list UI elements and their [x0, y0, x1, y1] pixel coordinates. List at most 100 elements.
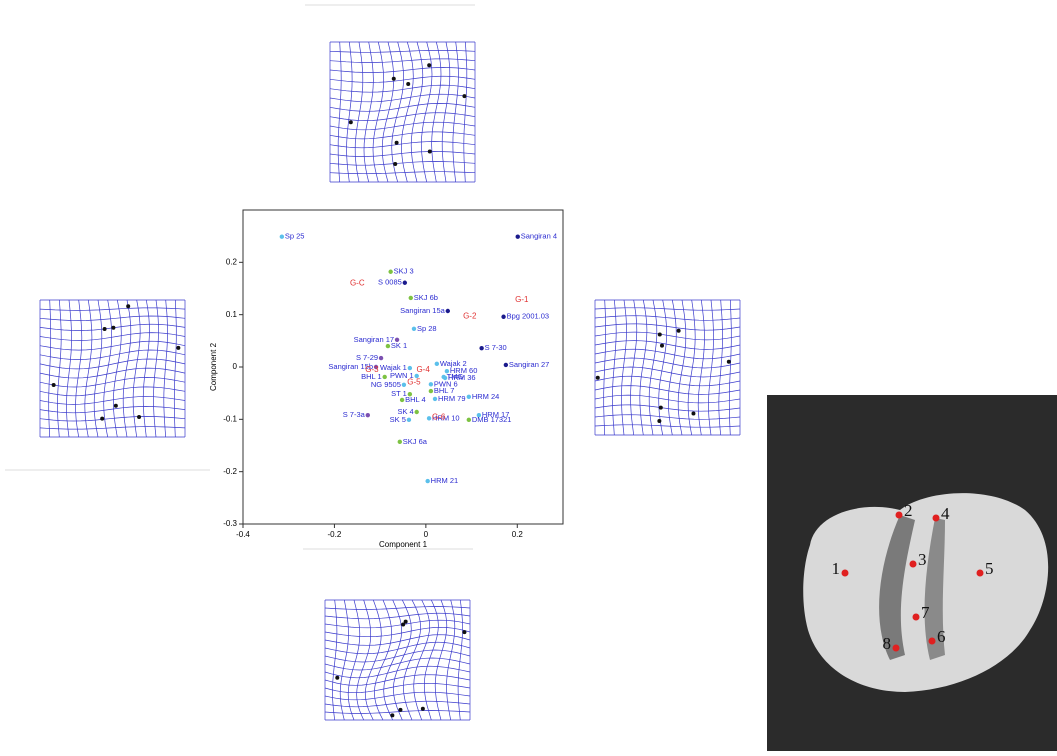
grid-line [403, 599, 421, 721]
point [445, 308, 450, 314]
grid-line [374, 599, 392, 721]
landmark-point [976, 569, 984, 577]
grid-line [356, 599, 372, 721]
landmark-dot [126, 304, 131, 309]
landmark-label: 8 [883, 634, 892, 653]
point-label: SK 5 [390, 415, 406, 424]
landmark-dot [391, 76, 396, 81]
grid-line [324, 626, 471, 638]
grid-line [434, 599, 448, 721]
landmark-dot [657, 419, 662, 424]
landmark-label: 6 [937, 627, 946, 646]
fissure [879, 515, 915, 660]
point [407, 365, 413, 371]
point [442, 375, 448, 381]
landmark-dot [393, 162, 398, 167]
landmark-dot [462, 630, 467, 635]
point-label: SK 1 [391, 341, 407, 350]
point-label: Sangiran 17 [354, 335, 394, 344]
grid-line [84, 299, 93, 438]
x-tick-label: 0.2 [512, 530, 524, 539]
grid-line [658, 299, 667, 436]
group-label: G-1 [515, 295, 529, 304]
point [401, 382, 407, 387]
landmark-point [928, 637, 936, 645]
grid-line [677, 299, 687, 436]
grid-line [39, 416, 186, 422]
grid-line [697, 299, 705, 436]
grid-line [594, 424, 741, 428]
grid-line [457, 599, 463, 721]
grid-line [39, 426, 186, 430]
point-label: BHL 4 [405, 395, 426, 404]
point-label: Bpg 2001.03 [507, 312, 550, 321]
grid-line [48, 299, 52, 438]
grid-line [39, 349, 186, 360]
grid-line [39, 315, 186, 321]
grid-line [363, 41, 374, 183]
point [503, 362, 509, 368]
grid-line [594, 375, 741, 387]
landmark-point [909, 560, 917, 568]
point [426, 416, 432, 421]
y-tick-label: -0.1 [223, 414, 237, 423]
point [444, 368, 450, 374]
point-label: BHL 1 [361, 372, 382, 381]
landmark-dot [406, 82, 411, 86]
grid-line [718, 299, 723, 436]
point [466, 417, 472, 423]
grid-line [39, 406, 186, 414]
grid-line [39, 307, 186, 311]
landmark-dot [427, 149, 432, 154]
grid-line [66, 299, 72, 438]
point-label: HRM 36 [448, 373, 476, 382]
grid-line [153, 299, 159, 438]
grid-line [132, 299, 141, 438]
landmark-dot [100, 416, 105, 421]
y-tick-label: 0.1 [226, 310, 238, 319]
grid-line [346, 41, 353, 183]
landmark-label: 4 [941, 504, 950, 523]
point [397, 439, 402, 445]
point-label: Sp 28 [417, 324, 437, 333]
point [382, 374, 387, 380]
grid-line [324, 649, 471, 663]
grid-line [630, 299, 638, 436]
grid-line [708, 299, 714, 436]
grid-line [324, 700, 471, 708]
landmark-label: 2 [904, 501, 913, 520]
point [411, 326, 417, 331]
point [385, 343, 391, 349]
grid-line [103, 299, 112, 438]
landmark-label: 5 [985, 559, 994, 578]
landmark-dot [137, 415, 142, 420]
landmark-label: 1 [832, 559, 841, 578]
grid-line [594, 404, 741, 412]
y-axis-label: Component 2 [209, 342, 218, 391]
point-label: DMB 17321 [472, 415, 512, 424]
grid-line [594, 315, 741, 321]
grid-line [324, 634, 471, 646]
grid-line [93, 299, 103, 438]
landmark-label: 7 [921, 603, 930, 622]
point-label: S 7-3a [343, 410, 366, 419]
point-label: S 7-30 [485, 343, 507, 352]
point [476, 412, 482, 418]
point [425, 478, 430, 484]
x-tick-label: 0 [424, 530, 429, 539]
landmark-dot [348, 120, 353, 125]
landmark-dot [335, 675, 340, 680]
point [407, 392, 413, 397]
grid-line [381, 41, 395, 183]
point [479, 345, 484, 351]
point [501, 314, 506, 319]
point-label: NG 9505 [371, 380, 401, 389]
point-label: HRM 17 [482, 410, 510, 419]
grid-line [594, 348, 741, 360]
grid-line [639, 299, 648, 436]
grid-line [163, 299, 168, 438]
point [388, 269, 393, 274]
landmark-dot [394, 140, 399, 145]
landmark-dot [726, 359, 731, 364]
